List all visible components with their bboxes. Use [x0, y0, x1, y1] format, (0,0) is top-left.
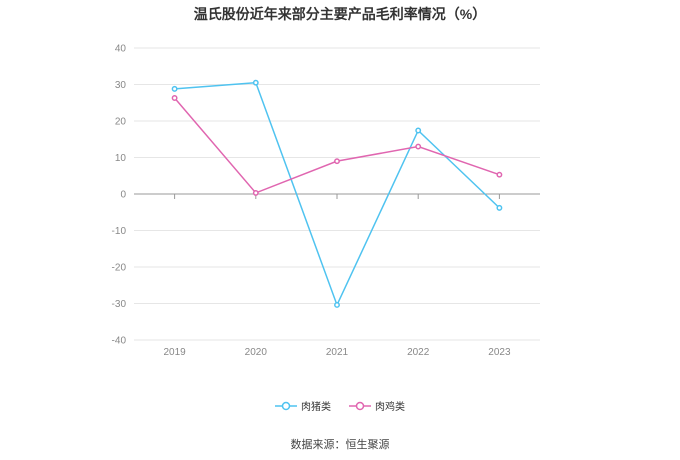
data-point-series-1[interactable]: [497, 206, 501, 210]
legend-item-series-2[interactable]: 肉鸡类: [349, 398, 405, 413]
data-point-series-2[interactable]: [254, 191, 258, 195]
series-line-2: [175, 98, 500, 193]
y-tick-label: 20: [115, 117, 127, 128]
data-point-series-1[interactable]: [416, 128, 420, 132]
data-point-series-2[interactable]: [335, 159, 339, 163]
legend-marker-series-1: [275, 401, 297, 411]
data-point-series-2[interactable]: [172, 96, 176, 100]
data-source: 数据来源：恒生聚源: [0, 436, 680, 452]
legend-label-series-1: 肉猪类: [301, 398, 331, 413]
legend-item-series-1[interactable]: 肉猪类: [275, 398, 331, 413]
y-tick-label: 30: [115, 80, 127, 91]
data-point-series-1[interactable]: [335, 303, 339, 307]
legend-label-series-2: 肉鸡类: [375, 398, 405, 413]
data-point-series-1[interactable]: [172, 87, 176, 91]
y-tick-label: -10: [112, 226, 127, 237]
y-tick-label: -40: [112, 336, 127, 347]
y-tick-label: 0: [120, 190, 126, 201]
x-tick-label: 2020: [245, 347, 268, 358]
y-tick-label: -30: [112, 299, 127, 310]
data-point-series-2[interactable]: [497, 172, 501, 176]
data-point-series-2[interactable]: [416, 144, 420, 148]
y-tick-label: 10: [115, 153, 127, 164]
line-chart: 40 30 20 10 0 -10 -20 -30 -40 2019 2020 2021 2022 202…: [0, 0, 680, 390]
y-tick-label: 40: [115, 44, 127, 55]
legend-marker-series-2: [349, 401, 371, 411]
legend: 肉猪类 肉鸡类: [0, 398, 680, 413]
y-tick-label: -20: [112, 263, 127, 274]
x-tick-label: 2022: [407, 347, 430, 358]
x-tick-label: 2023: [488, 347, 511, 358]
data-point-series-1[interactable]: [254, 80, 258, 84]
x-tick-label: 2021: [326, 347, 349, 358]
x-tick-label: 2019: [163, 347, 186, 358]
